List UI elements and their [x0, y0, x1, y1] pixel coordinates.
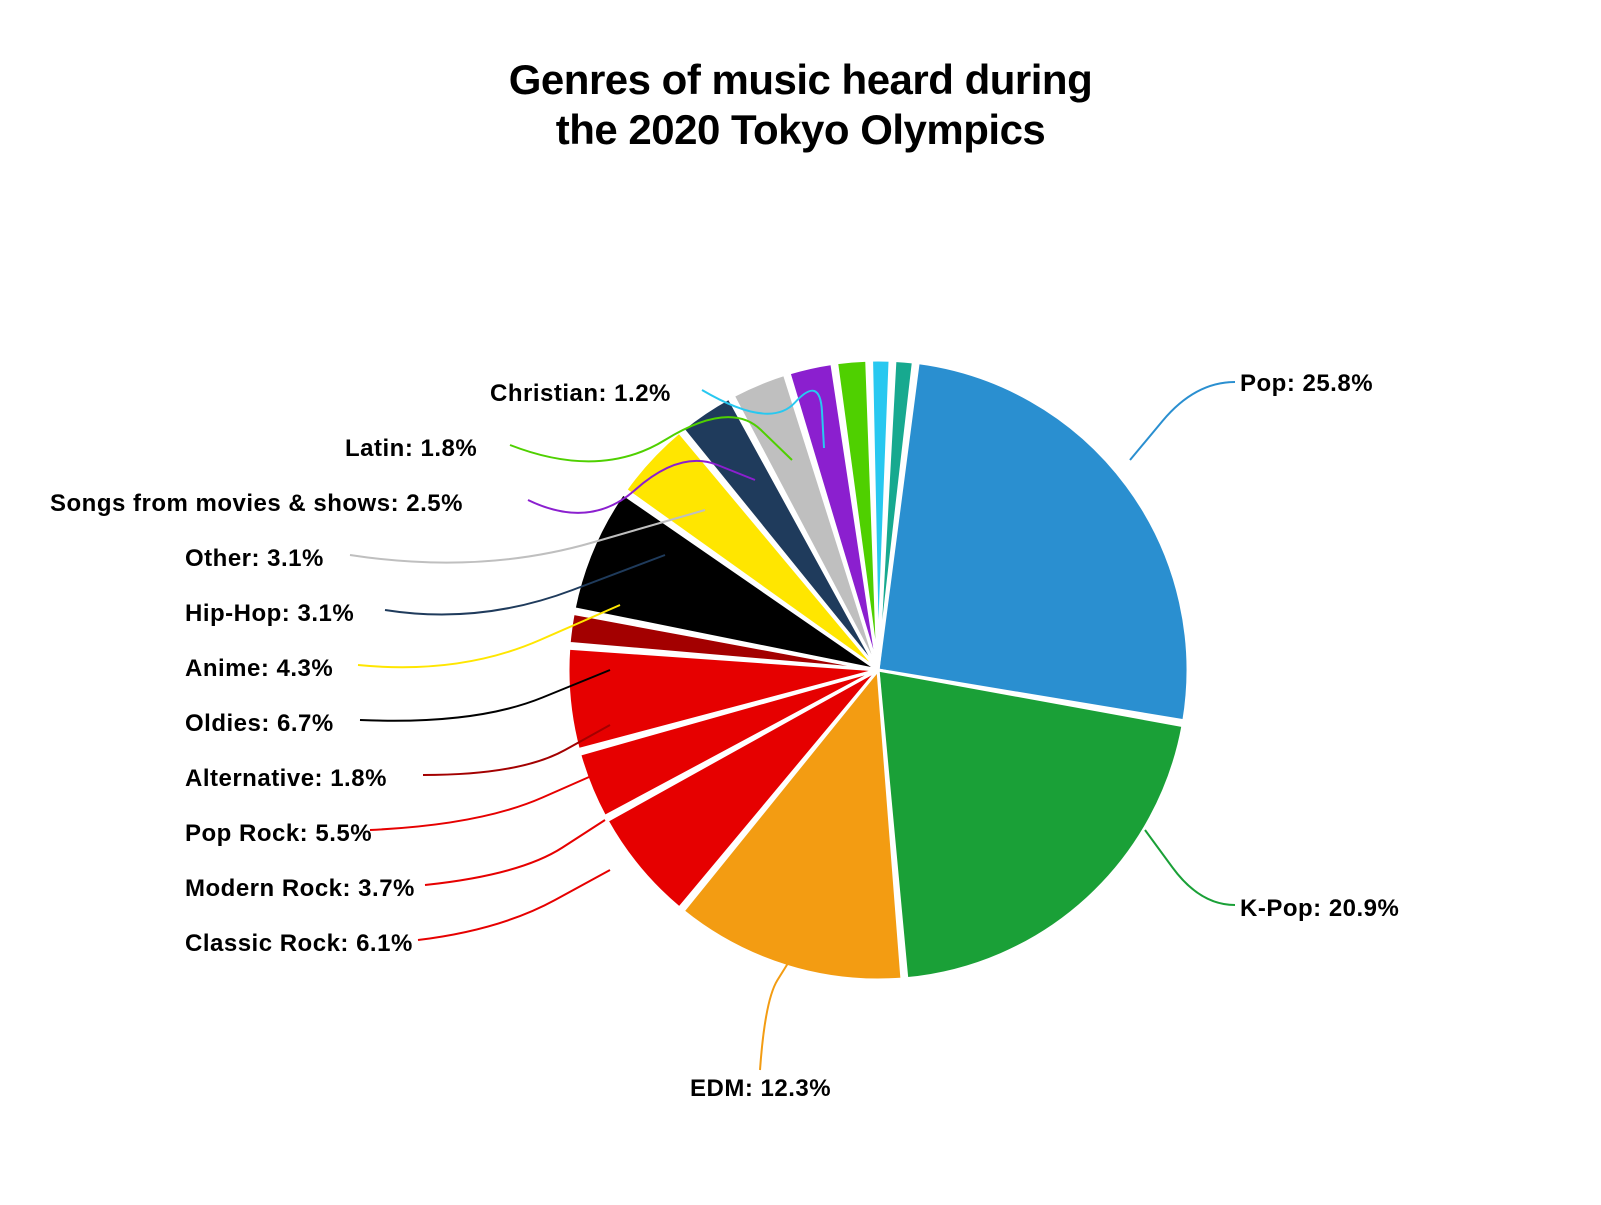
title-line-1: Genres of music heard during	[509, 56, 1092, 103]
slice-label: Hip-Hop: 3.1%	[185, 600, 354, 628]
slice-label: Pop Rock: 5.5%	[185, 820, 372, 848]
slice-label: Songs from movies & shows: 2.5%	[50, 490, 463, 518]
slice-label: Oldies: 6.7%	[185, 710, 334, 738]
slice-label: Classic Rock: 6.1%	[185, 930, 413, 958]
leader-line	[425, 820, 605, 885]
slice-label: Other: 3.1%	[185, 545, 324, 573]
chart-title: Genres of music heard during the 2020 To…	[509, 55, 1092, 156]
slice-label: Anime: 4.3%	[185, 655, 333, 683]
leader-line	[370, 770, 605, 830]
pie-slice	[878, 363, 1188, 721]
pie-slice	[878, 670, 1183, 979]
leader-line	[418, 870, 610, 940]
leader-line	[760, 960, 790, 1070]
leader-line	[1130, 382, 1235, 460]
pie-chart-container: Genres of music heard during the 2020 To…	[0, 0, 1601, 1200]
slice-label: EDM: 12.3%	[690, 1075, 831, 1103]
slice-label: Pop: 25.8%	[1240, 370, 1373, 398]
slice-label: Alternative: 1.8%	[185, 765, 387, 793]
slice-label: Christian: 1.2%	[490, 380, 671, 408]
leader-line	[1145, 830, 1235, 905]
slice-label: Modern Rock: 3.7%	[185, 875, 415, 903]
title-line-2: the 2020 Tokyo Olympics	[556, 106, 1046, 153]
slice-label: K-Pop: 20.9%	[1240, 895, 1399, 923]
slice-label: Latin: 1.8%	[345, 435, 477, 463]
